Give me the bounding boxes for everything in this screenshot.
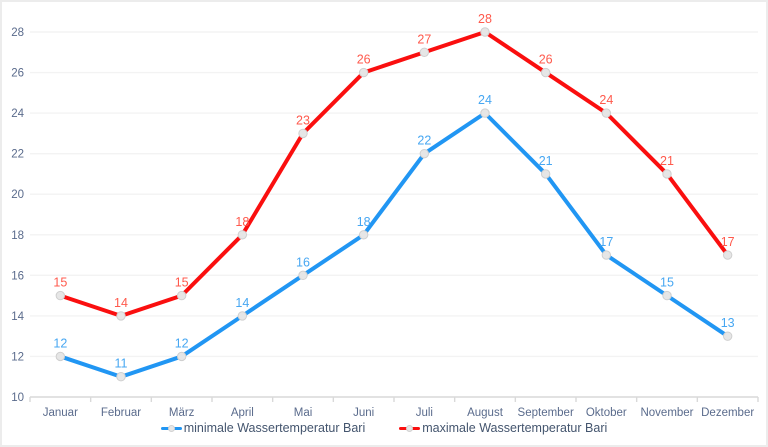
data-point-marker [722, 331, 733, 341]
x-axis-labels: Januar Februar März April Mai Juni Juli August S… [43, 407, 755, 419]
data-label: 15 [175, 276, 189, 290]
series-min: 12 11 12 14 16 18 22 24 21 17 15 13 [53, 93, 735, 382]
data-label: 15 [660, 276, 674, 290]
data-point-marker [419, 47, 430, 57]
data-point-marker [55, 290, 66, 301]
svg-text:Februar: Februar [101, 407, 141, 419]
data-point-marker [601, 108, 612, 118]
data-point-marker [358, 67, 369, 78]
data-label: 24 [478, 93, 492, 107]
svg-text:16: 16 [11, 270, 24, 282]
svg-text:Dezember: Dezember [701, 407, 754, 419]
data-point-marker [298, 128, 308, 139]
data-label: 21 [660, 154, 674, 168]
data-point-marker [116, 311, 126, 321]
data-label: 18 [235, 215, 249, 229]
data-label: 26 [357, 53, 371, 67]
data-point-marker [55, 351, 66, 362]
data-label: 12 [53, 336, 67, 350]
data-label: 13 [721, 316, 735, 330]
data-point-marker [601, 250, 612, 260]
svg-text:Januar: Januar [43, 407, 78, 419]
data-point-marker [540, 169, 551, 179]
data-point-marker [540, 67, 551, 78]
data-point-marker [722, 250, 733, 260]
data-label: 14 [235, 296, 249, 310]
y-axis-labels: 10 12 14 16 18 20 22 24 26 28 [11, 27, 24, 404]
data-point-marker [480, 27, 490, 37]
data-label: 21 [539, 154, 553, 168]
svg-text:12: 12 [11, 351, 24, 363]
svg-text:Mai: Mai [294, 407, 313, 419]
x-axis [29, 396, 759, 402]
data-point-marker [176, 290, 187, 301]
svg-text:Juli: Juli [416, 407, 433, 419]
data-label: 18 [357, 215, 371, 229]
svg-text:24: 24 [11, 108, 24, 120]
data-label: 14 [114, 296, 128, 310]
data-label: 23 [296, 113, 310, 127]
data-point-marker [662, 290, 672, 301]
svg-text:10: 10 [11, 392, 24, 404]
svg-text:18: 18 [11, 230, 24, 242]
svg-text:April: April [231, 407, 254, 419]
data-label: 17 [599, 235, 613, 249]
data-label: 11 [115, 357, 128, 371]
data-point-marker [176, 351, 187, 362]
data-label: 22 [417, 134, 431, 148]
svg-text:März: März [169, 407, 195, 419]
svg-text:Oktober: Oktober [586, 407, 627, 419]
data-point-marker [662, 169, 672, 179]
data-label: 26 [539, 53, 553, 67]
data-label: 16 [296, 255, 310, 269]
data-point-marker [116, 372, 126, 382]
svg-text:August: August [467, 407, 504, 419]
svg-text:20: 20 [11, 189, 24, 201]
svg-text:26: 26 [11, 68, 24, 80]
svg-text:September: September [518, 407, 574, 419]
data-point-marker [237, 311, 248, 321]
svg-text:November: November [640, 407, 693, 419]
data-point-marker [358, 230, 369, 240]
svg-text:14: 14 [11, 311, 24, 323]
svg-text:22: 22 [11, 149, 24, 161]
svg-text:28: 28 [11, 27, 24, 39]
data-label: 17 [721, 235, 735, 249]
data-label: 12 [175, 336, 189, 350]
data-label: 27 [417, 32, 431, 46]
data-label: 15 [53, 276, 67, 290]
series-max: 15 14 15 18 23 26 27 28 26 24 21 17 [53, 12, 735, 321]
data-point-marker [480, 108, 490, 118]
svg-text:Juni: Juni [353, 407, 374, 419]
data-label: 28 [478, 12, 492, 26]
data-point-marker [298, 270, 308, 281]
data-point-marker [419, 148, 430, 159]
data-label: 24 [599, 93, 613, 107]
data-point-marker [237, 230, 248, 240]
